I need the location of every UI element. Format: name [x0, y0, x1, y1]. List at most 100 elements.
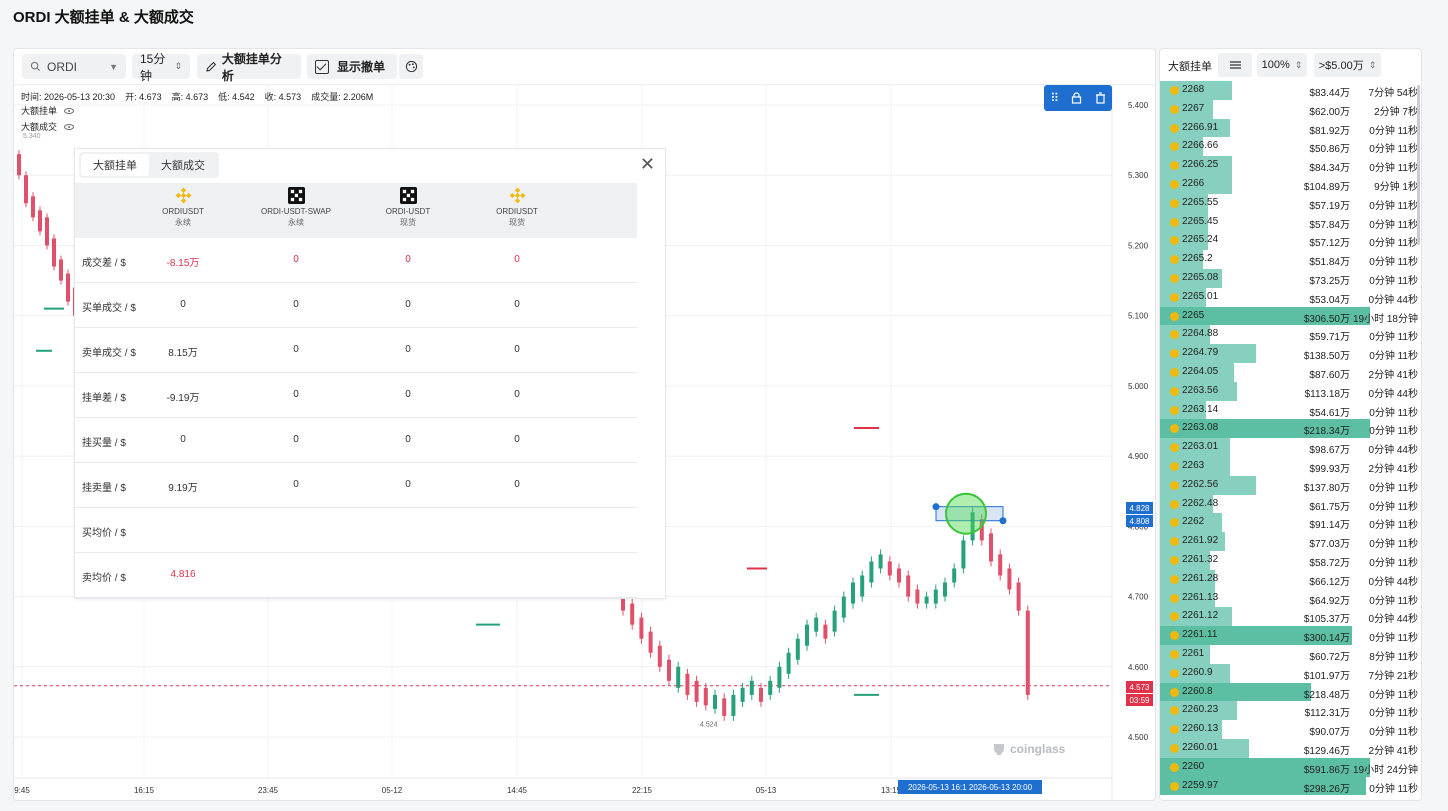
order-age: 0分钟 11秒 [1369, 501, 1418, 513]
order-book-row[interactable]: 2260.13 $90.07万 0分钟 11秒 [1160, 720, 1419, 739]
interval-select[interactable]: 15分钟 ⇕ [132, 52, 190, 83]
symbol-select[interactable]: ORDI ▼ [22, 54, 126, 79]
legend-trades[interactable]: 大额成交 [21, 120, 75, 133]
candle [45, 217, 49, 246]
order-book-row[interactable]: 2265.45 $57.84万 0分钟 11秒 [1160, 212, 1419, 232]
order-book-row[interactable]: 2262.56 $137.80万 0分钟 11秒 [1160, 475, 1419, 495]
order-age: 0分钟 44秒 [1368, 614, 1418, 626]
candle [851, 582, 855, 604]
order-age: 0分钟 11秒 [1369, 257, 1418, 269]
order-book-row[interactable]: 2264.88 $59.71万 0分钟 11秒 [1160, 325, 1419, 345]
order-book-row[interactable]: 2261.92 $77.03万 0分钟 11秒 [1160, 532, 1419, 551]
tab-large-trades[interactable]: 大额成交 [161, 160, 205, 172]
order-age: 0分钟 44秒 [1368, 576, 1418, 588]
chart-card: ORDI ▼ 15分钟 ⇕ 大额挂单分析 显示撤单 5.400 5.300 5.20… [13, 48, 1156, 801]
order-book-row[interactable]: 2268 $83.44万 7分钟 54秒 [1160, 81, 1419, 100]
legend-orders[interactable]: 大额挂单 [21, 104, 75, 117]
palette-button[interactable] [399, 54, 423, 79]
updown-icon: ⇕ [1368, 59, 1377, 70]
order-age: 0分钟 11秒 [1369, 238, 1418, 250]
order-age: 0分钟 11秒 [1369, 595, 1418, 607]
order-book-row[interactable]: 2263.01 $98.67万 0分钟 44秒 [1160, 438, 1419, 457]
binance-icon [1170, 217, 1179, 227]
order-age: 0分钟 11秒 [1369, 708, 1418, 720]
order-book-row[interactable]: 2267 $62.00万 2分钟 7秒 [1160, 99, 1419, 119]
order-book-row[interactable]: 2261.32 $58.72万 0分钟 11秒 [1160, 551, 1419, 570]
analysis-button[interactable]: 大额挂单分析 [197, 52, 301, 83]
candle [989, 533, 993, 562]
order-book-row[interactable]: 2260.9 $101.97万 7分钟 21秒 [1160, 663, 1419, 683]
lock-icon[interactable] [1071, 92, 1082, 104]
order-book-row[interactable]: 2265.01 $53.04万 0分钟 44秒 [1160, 287, 1419, 307]
column-type: 现货 [400, 218, 416, 227]
order-book-row[interactable]: 2265.55 $57.19万 0分钟 11秒 [1160, 193, 1419, 213]
close-icon[interactable]: ✕ [639, 154, 655, 174]
order-price: 2268 [1182, 84, 1205, 95]
order-age: 0分钟 11秒 [1369, 351, 1418, 363]
trash-icon[interactable] [1095, 92, 1106, 104]
order-price: 2260.23 [1182, 704, 1219, 716]
order-book-row[interactable]: 2263 $99.93万 2分钟 41秒 [1160, 457, 1419, 476]
size-bar [1160, 269, 1223, 288]
order-book-row[interactable]: 2264.79 $138.50万 0分钟 11秒 [1160, 344, 1419, 363]
candle [768, 680, 773, 695]
candle [1025, 610, 1030, 695]
order-age: 0分钟 11秒 [1369, 633, 1418, 645]
legend-orders-label: 大额挂单 [21, 106, 58, 116]
order-book-row[interactable]: 2266.66 $50.86万 0分钟 11秒 [1160, 137, 1419, 157]
order-book-row[interactable]: 2263.08 $218.34万 0分钟 11秒 [1160, 419, 1419, 439]
order-book-row[interactable]: 2265.24 $57.12万 0分钟 11秒 [1160, 231, 1419, 251]
size-bar [1160, 175, 1232, 194]
size-bar [1160, 757, 1370, 777]
scrollbar[interactable] [1417, 85, 1420, 245]
table-cell: 4.816 [170, 569, 196, 580]
order-book-row[interactable]: 2260.8 $218.48万 0分钟 11秒 [1160, 682, 1419, 702]
drag-handle-icon[interactable]: ⠿ [1050, 91, 1059, 105]
order-book-row[interactable]: 2265 $306.50万 19小时 18分钟 [1160, 306, 1419, 326]
stats-panel: 大额挂单 大额成交 ✕ ORDIUSDT 永续 ORDI-USDT-SWAP 永续 OR… [74, 148, 666, 599]
order-price: 2263 [1182, 460, 1205, 471]
order-book-row[interactable]: 2261.11 $300.14万 0分钟 11秒 [1160, 626, 1419, 645]
candle [38, 210, 42, 232]
y-tick-label: 5.200 [1128, 241, 1149, 250]
candle [731, 694, 736, 716]
show-cancel-toggle[interactable]: 显示撤单 [307, 54, 397, 79]
order-book-row[interactable]: 2260.01 $129.46万 2分钟 41秒 [1160, 739, 1419, 758]
candle [657, 645, 662, 667]
threshold-select[interactable]: >$5.00万 ⇕ [1314, 53, 1381, 77]
order-book-row[interactable]: 2264.05 $87.60万 2分钟 41秒 [1160, 363, 1419, 382]
tab-large-orders[interactable]: 大额挂单 [81, 154, 149, 176]
order-book-row[interactable]: 2261.12 $105.37万 0分钟 44秒 [1160, 607, 1419, 627]
order-book-row[interactable]: 2263.14 $54.61万 0分钟 11秒 [1160, 400, 1419, 420]
order-amount: $101.97万 [1303, 670, 1350, 682]
ohlc-close: 收: 4.573 [264, 92, 302, 102]
order-amount: $53.04万 [1309, 294, 1350, 306]
order-book-row[interactable]: 2262.48 $61.75万 0分钟 11秒 [1160, 494, 1419, 514]
order-age: 8分钟 11秒 [1369, 652, 1418, 663]
eye-icon[interactable] [64, 107, 75, 114]
order-amount: $57.19万 [1309, 200, 1350, 212]
order-book-row[interactable]: 2259.97 $298.26万 0分钟 11秒 [1160, 776, 1419, 796]
order-age: 0分钟 11秒 [1369, 783, 1418, 795]
order-book-row[interactable]: 2260.23 $112.31万 0分钟 11秒 [1160, 701, 1419, 721]
eye-icon[interactable] [64, 123, 75, 130]
order-book-row[interactable]: 2266.25 $84.34万 0分钟 11秒 [1160, 156, 1419, 175]
order-book-row[interactable]: 2265.2 $51.84万 0分钟 11秒 [1160, 250, 1419, 269]
order-book-row[interactable]: 2262 $91.14万 0分钟 11秒 [1160, 513, 1419, 533]
order-book-row[interactable]: 2261.28 $66.12万 0分钟 44秒 [1160, 569, 1419, 589]
order-book-row[interactable]: 2260 $591.86万 19小时 24分钟 [1160, 757, 1419, 777]
size-bar [1160, 363, 1235, 382]
order-book-row[interactable]: 2266 $104.89万 9分钟 1秒 [1160, 175, 1419, 194]
row-label: 卖均价 / $ [82, 573, 126, 584]
order-amount: $64.92万 [1309, 595, 1350, 607]
order-age: 0分钟 11秒 [1369, 200, 1418, 212]
order-book-row[interactable]: 2265.08 $73.25万 0分钟 11秒 [1160, 269, 1419, 288]
zoom-select[interactable]: 100% ⇕ [1257, 53, 1307, 77]
order-price: 2261 [1182, 648, 1205, 659]
order-book-row[interactable]: 2263.56 $113.18万 0分钟 44秒 [1160, 381, 1419, 401]
order-book-row[interactable]: 2261.13 $64.92万 0分钟 11秒 [1160, 588, 1419, 608]
settings-button[interactable] [1218, 53, 1252, 77]
order-book-row[interactable]: 2261 $60.72万 8分钟 11秒 [1160, 645, 1419, 664]
binance-icon [1170, 104, 1179, 114]
order-book-row[interactable]: 2266.91 $81.92万 0分钟 11秒 [1160, 118, 1419, 138]
